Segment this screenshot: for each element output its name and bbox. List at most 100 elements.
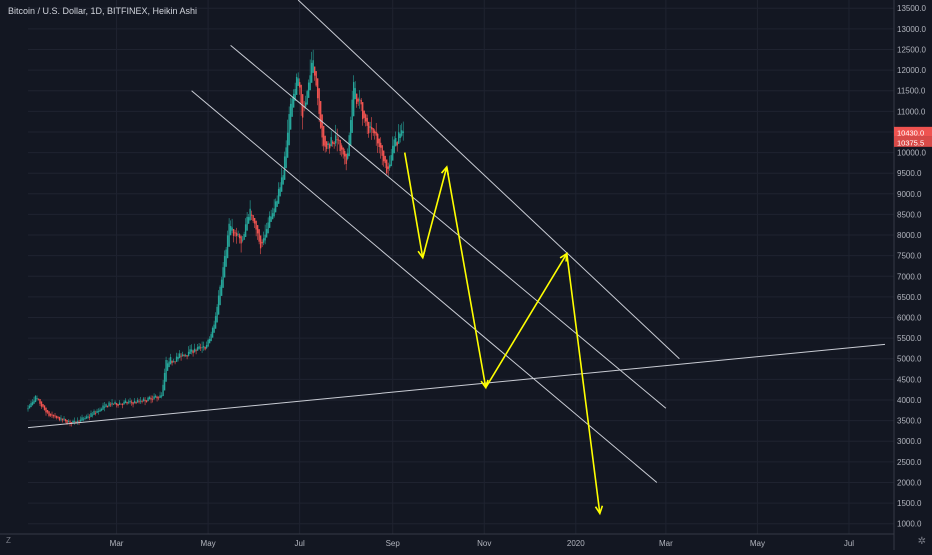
- candle-body: [318, 88, 320, 114]
- projection-segment: [445, 166, 487, 388]
- candle-body: [387, 166, 389, 169]
- candle-body: [60, 418, 62, 420]
- x-tick-label: May: [750, 539, 765, 548]
- candle: [58, 416, 61, 422]
- candle-body: [304, 102, 307, 107]
- candle-body: [249, 208, 251, 221]
- candle-body: [285, 147, 287, 169]
- candle-body: [36, 398, 38, 400]
- candle: [157, 396, 160, 401]
- candle: [331, 140, 334, 147]
- candle: [169, 353, 172, 365]
- candle-body: [343, 150, 346, 157]
- candle: [255, 220, 257, 237]
- candle: [172, 358, 175, 363]
- candle-body: [219, 286, 221, 306]
- candle: [223, 250, 226, 278]
- candle: [61, 418, 64, 423]
- y-tick-label: 1500.0: [897, 499, 922, 508]
- candle: [94, 410, 97, 416]
- candle-body: [87, 416, 89, 418]
- candle-body: [333, 142, 335, 145]
- candle-body: [217, 295, 220, 315]
- candle-body: [58, 416, 61, 421]
- candle-body: [78, 421, 80, 423]
- candle-body: [247, 217, 250, 224]
- candle-body: [118, 402, 121, 405]
- candle: [352, 75, 355, 117]
- candle-body: [114, 401, 116, 405]
- candle-body: [222, 267, 224, 288]
- candle-body: [256, 225, 259, 234]
- candle: [250, 210, 253, 221]
- y-tick-label: 1000.0: [897, 520, 922, 529]
- candle-body: [153, 396, 155, 399]
- candle: [214, 312, 217, 329]
- y-tick-label: 8000.0: [897, 231, 922, 240]
- candle-body: [213, 324, 215, 333]
- candle: [345, 153, 347, 171]
- candle-body: [150, 398, 152, 400]
- candle-body: [49, 413, 52, 416]
- candle-body: [401, 130, 403, 136]
- candle-body: [148, 396, 151, 400]
- candle-body: [180, 355, 182, 357]
- candle-body: [178, 353, 181, 359]
- candle: [130, 399, 133, 406]
- candle-body: [124, 400, 127, 404]
- prev-price-value: 10375.5: [897, 138, 924, 147]
- candle-body: [126, 401, 128, 404]
- candle: [127, 399, 130, 405]
- candle-body: [261, 241, 263, 244]
- candle-body: [186, 355, 188, 357]
- x-tick-label: Jul: [295, 539, 305, 548]
- candle: [121, 402, 124, 409]
- candle-body: [159, 395, 161, 398]
- candle: [289, 97, 292, 130]
- trendline: [191, 90, 658, 483]
- candle-body: [238, 234, 241, 239]
- candle: [63, 416, 65, 421]
- candle-body: [315, 71, 317, 86]
- candle-body: [264, 234, 266, 241]
- candle: [324, 135, 326, 153]
- candle-body: [79, 419, 82, 422]
- candle: [189, 345, 191, 354]
- candle: [387, 162, 389, 176]
- x-tick-label: Mar: [659, 539, 673, 548]
- candle: [268, 211, 271, 228]
- gear-icon[interactable]: ✲: [917, 536, 926, 547]
- candle: [138, 398, 140, 404]
- candle: [247, 214, 250, 224]
- candle-body: [234, 232, 236, 234]
- candle-body: [370, 127, 373, 130]
- candle: [201, 341, 203, 353]
- candle-body: [389, 164, 391, 168]
- candle: [112, 403, 115, 406]
- candle-body: [61, 418, 64, 421]
- candle-body: [73, 421, 76, 422]
- candle: [111, 399, 113, 407]
- candle-body: [66, 420, 68, 424]
- candle-body: [162, 384, 164, 397]
- candle-body: [136, 400, 139, 403]
- candle: [48, 411, 50, 418]
- candle: [282, 169, 284, 185]
- candle-body: [258, 229, 260, 242]
- candle: [234, 230, 236, 237]
- candle-body: [398, 132, 400, 144]
- candle-body: [252, 215, 254, 221]
- candle-body: [133, 400, 136, 404]
- y-tick-label: 2000.0: [897, 478, 922, 487]
- candle-body: [363, 110, 365, 118]
- candle-body: [174, 361, 176, 363]
- timezone-toggle[interactable]: Z: [6, 536, 11, 545]
- candle: [117, 403, 119, 408]
- candle: [402, 121, 404, 141]
- candle: [132, 402, 134, 408]
- candle: [114, 400, 116, 405]
- candle: [27, 405, 29, 412]
- candle-body: [282, 175, 284, 185]
